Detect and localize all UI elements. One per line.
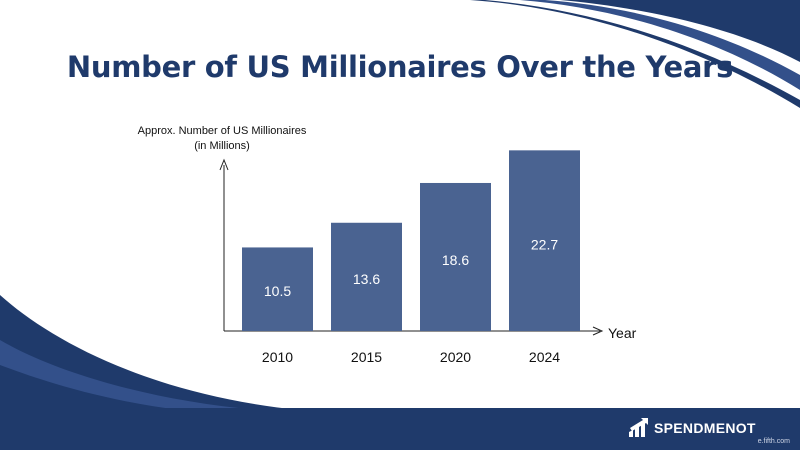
bar-2015 [331,222,402,331]
brand-name: SPENDMENOT [654,420,756,436]
bar-2024 [509,150,580,331]
x-tick-label-2010: 2010 [262,349,293,365]
y-axis-arrow [219,158,229,171]
logo-icon [629,418,648,437]
x-tick-label-2024: 2024 [529,349,560,365]
x-tick-label-2020: 2020 [440,349,471,365]
y-axis-label-line1: Approx. Number of US Millionaires [138,125,307,137]
bottom-band [0,408,800,450]
bottom-left-swoosh-mid [0,340,260,410]
top-right-swoosh-dark [560,0,800,62]
image-credit: e.fifth.com [757,438,790,445]
x-axis-arrow [592,326,604,336]
bar-value-label-2024: 22.7 [531,236,558,252]
bar-value-label-2020: 18.6 [442,252,469,268]
page-title: Number of US Millionaires Over the Years [66,50,734,84]
bar-value-label-2010: 10.5 [264,283,291,299]
bar-value-label-2015: 13.6 [353,271,380,287]
x-tick-label-2015: 2015 [351,349,382,365]
bar-2020 [420,182,491,331]
x-axis-label: Year [608,325,637,341]
brand-logo: SPENDMENOT [628,417,756,439]
bars-group: 10.5 2010 13.6 2015 18.6 2020 22.7 2024 [242,150,580,365]
bar-2010 [242,247,313,331]
y-axis-label-line2: (in Millions) [194,140,250,152]
